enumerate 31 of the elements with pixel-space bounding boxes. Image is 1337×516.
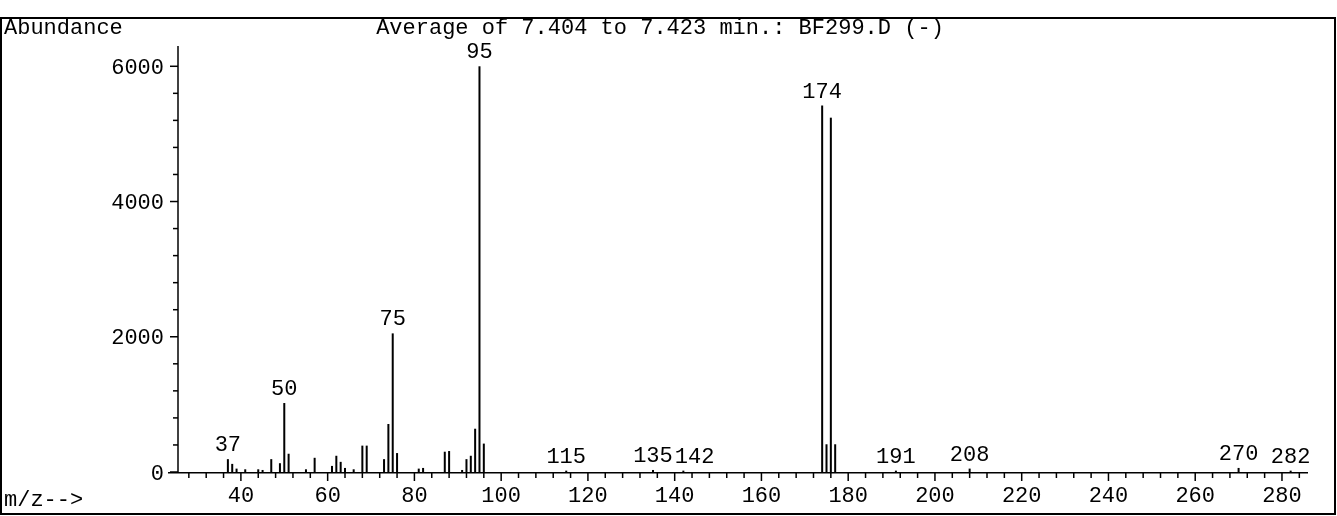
x-tick-label: 280: [1262, 484, 1302, 509]
x-tick-label: 60: [314, 484, 341, 509]
annotation: 37: [214, 433, 242, 459]
annotation: 115: [546, 444, 587, 470]
annotation: 174: [802, 79, 842, 105]
x-tick-label: 260: [1175, 484, 1216, 509]
annotation: 191: [876, 444, 916, 470]
y-tick-label: 0: [150, 461, 164, 487]
x-tick-label: 160: [741, 484, 782, 509]
y-tick-label: 6000: [111, 55, 164, 81]
y-tick-label: 2000: [111, 326, 164, 352]
x-tick-label: 140: [654, 484, 695, 509]
x-tick-label: 240: [1088, 484, 1129, 509]
x-tick-label: 180: [828, 484, 868, 509]
annotation: 135: [633, 443, 673, 469]
x-tick-label: 100: [481, 484, 521, 509]
x-axis-title: m/z-->: [4, 488, 84, 513]
annotation: 50: [271, 377, 298, 403]
y-axis-title: Abundance: [4, 16, 123, 41]
x-tick-label: 200: [915, 484, 955, 509]
x-tick-label: 80: [401, 484, 428, 509]
annotation: 95: [466, 40, 493, 66]
x-tick-label: 220: [1001, 484, 1042, 509]
annotation: 75: [379, 307, 406, 333]
annotation: 270: [1218, 441, 1259, 467]
annotation: 208: [949, 442, 990, 468]
x-tick-label: 120: [568, 484, 608, 509]
annotation: 282: [1270, 444, 1311, 470]
y-tick-label: 4000: [111, 191, 164, 217]
x-tick-label: 40: [227, 484, 255, 509]
annotation: 142: [674, 444, 715, 470]
